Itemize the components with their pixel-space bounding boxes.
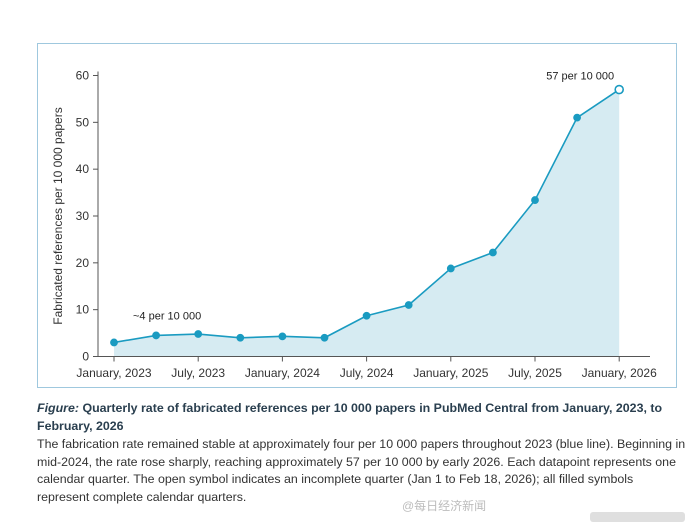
- data-point: [152, 331, 160, 340]
- x-tick-label: July, 2024: [340, 366, 394, 380]
- data-point-open: [614, 84, 625, 95]
- y-tick-label: 50: [76, 115, 90, 129]
- chart-points: [110, 84, 625, 347]
- corner-mark: [590, 512, 685, 522]
- chart-frame: 0 10 20 30 40 50 60 January, 2023 July, 2023 Janu…: [37, 43, 677, 388]
- y-tick-label: 30: [76, 209, 90, 223]
- x-tick-label: January, 2023: [76, 366, 151, 380]
- data-point: [320, 333, 329, 342]
- caption-title: Figure: Quarterly rate of fabricated ref…: [37, 400, 687, 435]
- y-axis-title: Fabricated references per 10 000 papers: [51, 107, 65, 324]
- y-tick-label: 0: [82, 350, 89, 364]
- x-tick-label: July, 2023: [171, 366, 225, 380]
- chart-area-fill: [114, 89, 620, 357]
- data-point: [446, 264, 455, 273]
- data-point: [362, 311, 371, 320]
- data-point: [404, 301, 413, 309]
- annotation-label: 57 per 10 000: [546, 71, 614, 83]
- x-tick-label: July, 2025: [508, 366, 562, 380]
- x-tick-label: January, 2026: [582, 366, 657, 380]
- y-tick-label: 20: [76, 256, 90, 270]
- figure-caption: Figure: Quarterly rate of fabricated ref…: [37, 400, 687, 506]
- y-tick-label: 10: [76, 303, 90, 317]
- annotation-label: ~4 per 10 000: [133, 310, 201, 322]
- data-point: [531, 196, 539, 204]
- chart-labels: 0 10 20 30 40 50 60 January, 2023 July, 2023 Janu…: [51, 69, 657, 381]
- x-tick-label: January, 2024: [245, 366, 320, 380]
- chart-svg: 0 10 20 30 40 50 60 January, 2023 July, 2023 Janu…: [51, 69, 657, 381]
- chart-axes: [93, 71, 650, 362]
- caption-title-text: Quarterly rate of fabricated references …: [37, 401, 663, 433]
- data-point: [278, 332, 287, 341]
- watermark: @每日经济新闻: [402, 499, 487, 513]
- data-point: [573, 113, 581, 122]
- caption-body: The fabrication rate remained stable at …: [37, 437, 686, 504]
- data-point: [236, 333, 245, 342]
- y-tick-label: 40: [76, 162, 90, 176]
- data-point: [110, 338, 118, 347]
- data-point: [489, 248, 497, 257]
- caption-label: Figure:: [37, 401, 79, 415]
- y-tick-label: 60: [76, 69, 90, 83]
- x-tick-label: January, 2025: [413, 366, 488, 380]
- data-point: [194, 330, 203, 338]
